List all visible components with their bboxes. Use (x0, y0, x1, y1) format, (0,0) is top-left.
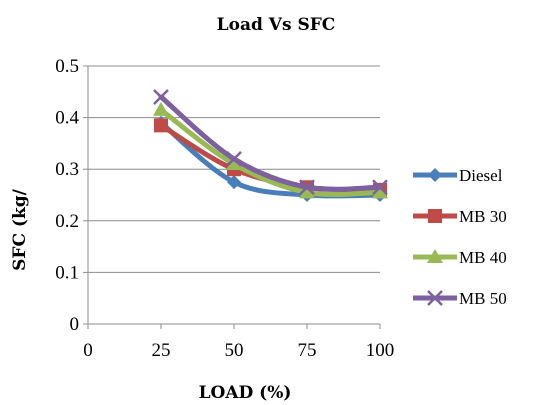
legend-marker-mb-40 (427, 249, 443, 263)
point-mb-50-25 (153, 89, 169, 105)
legend-marker-diesel (428, 168, 442, 182)
y-axis-label: SFC (kg/ (10, 188, 30, 271)
x-tick-label-3: 75 (298, 340, 317, 361)
point-mb-50-75 (299, 179, 315, 196)
series-line-mb-50 (158, 94, 383, 192)
y-tick-label-3: 0.3 (55, 159, 79, 180)
point-mb-40-50 (226, 156, 242, 171)
point-mb-50-50 (226, 150, 242, 167)
point-mb-40-75 (299, 184, 315, 199)
point-mb-40-100 (372, 184, 388, 199)
y-tick-label-5: 0.5 (55, 56, 79, 77)
legend-marker-mb-50 (427, 290, 443, 306)
tick-labels: 0 0.1 0.2 0.3 0.4 0.5 0 25 50 75 100 (55, 56, 394, 361)
legend-label-mb-30: MB 30 (459, 207, 507, 226)
x-tick-label-2: 50 (225, 340, 244, 361)
y-tick-label-0: 0 (70, 314, 80, 335)
x-tick-label-4: 100 (366, 340, 395, 361)
point-mb-30-25 (154, 118, 168, 133)
x-tick-label-0: 0 (83, 340, 93, 361)
axes (83, 65, 381, 329)
series-line-mb-40 (158, 107, 383, 198)
legend-label-diesel: Diesel (459, 166, 503, 185)
x-axis-label: LOAD (%) (199, 383, 292, 403)
legend-label-mb-50: MB 50 (459, 289, 507, 308)
chart-title: Load Vs SFC (217, 15, 336, 35)
legend-marker-mb-30 (428, 209, 442, 223)
point-diesel-50 (227, 175, 241, 190)
legend: Diesel MB 30 MB 40 MB 50 (413, 166, 507, 308)
legend-label-mb-40: MB 40 (459, 248, 507, 267)
y-tick-label-4: 0.4 (55, 108, 79, 129)
x-tick-label-1: 25 (152, 340, 171, 361)
point-mb-50-100 (372, 179, 388, 196)
point-mb-40-25 (153, 101, 169, 116)
y-tick-label-1: 0.1 (55, 262, 79, 283)
series-group (153, 89, 388, 202)
y-tick-label-2: 0.2 (55, 211, 79, 232)
